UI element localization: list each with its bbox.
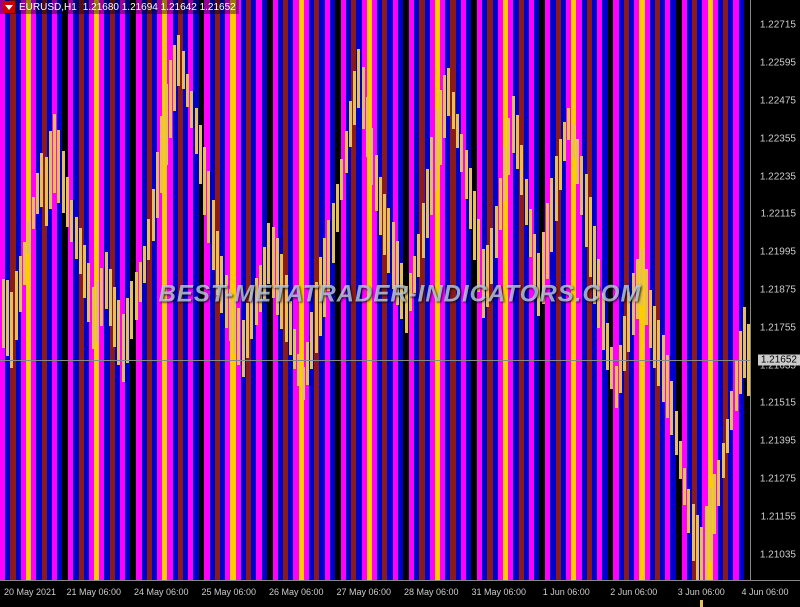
- x-tick-label: 25 May 06:00: [201, 587, 256, 597]
- chart-header: EURUSD,H1 1.21680 1.21694 1.21642 1.2165…: [0, 0, 239, 14]
- x-tick-label: 20 May 2021: [4, 587, 56, 597]
- ohlc-label: 1.21680 1.21694 1.21642 1.21652: [83, 2, 236, 13]
- y-tick-label: 1.21275: [760, 474, 796, 485]
- y-tick-label: 1.21995: [760, 247, 796, 258]
- y-tick-label: 1.21515: [760, 398, 796, 409]
- current-price-line: [0, 360, 750, 361]
- x-tick-label: 1 Jun 06:00: [543, 587, 590, 597]
- y-tick-label: 1.22115: [761, 209, 796, 220]
- watermark-text: BEST-METATRADER-INDICATORS.COM: [159, 280, 642, 308]
- y-tick-label: 1.22595: [760, 58, 796, 69]
- y-axis: 1.22715 1.22595 1.22475 1.22355 1.22235 1.221…: [750, 0, 800, 580]
- x-tick-label: 27 May 06:00: [336, 587, 391, 597]
- y-tick-label: 1.22235: [760, 171, 796, 182]
- y-tick-label: 1.22355: [760, 133, 796, 144]
- symbol-label: EURUSD,H1: [19, 2, 77, 13]
- x-tick-label: 2 Jun 06:00: [610, 587, 657, 597]
- x-tick-label: 31 May 06:00: [471, 587, 526, 597]
- y-tick-label: 1.21395: [760, 436, 796, 447]
- y-tick-label: 1.21875: [760, 285, 796, 296]
- x-tick-label: 3 Jun 06:00: [678, 587, 725, 597]
- y-tick-label: 1.21035: [760, 549, 796, 560]
- y-tick-label: 1.22475: [760, 95, 796, 106]
- x-tick-label: 24 May 06:00: [134, 587, 189, 597]
- y-tick-label: 1.21755: [760, 322, 796, 333]
- x-tick-label: 21 May 06:00: [66, 587, 121, 597]
- x-tick-label: 28 May 06:00: [404, 587, 459, 597]
- current-price-tag: 1.21652: [758, 355, 800, 366]
- chart-container: EURUSD,H1 1.21680 1.21694 1.21642 1.2165…: [0, 0, 800, 600]
- x-axis: 20 May 2021 21 May 06:00 24 May 06:00 25 Ma…: [0, 580, 800, 600]
- y-tick-label: 1.21155: [761, 511, 796, 522]
- dropdown-icon[interactable]: [3, 1, 15, 13]
- x-tick-label: 26 May 06:00: [269, 587, 324, 597]
- x-tick-label: 4 Jun 06:00: [741, 587, 788, 597]
- y-tick-label: 1.22715: [760, 20, 796, 31]
